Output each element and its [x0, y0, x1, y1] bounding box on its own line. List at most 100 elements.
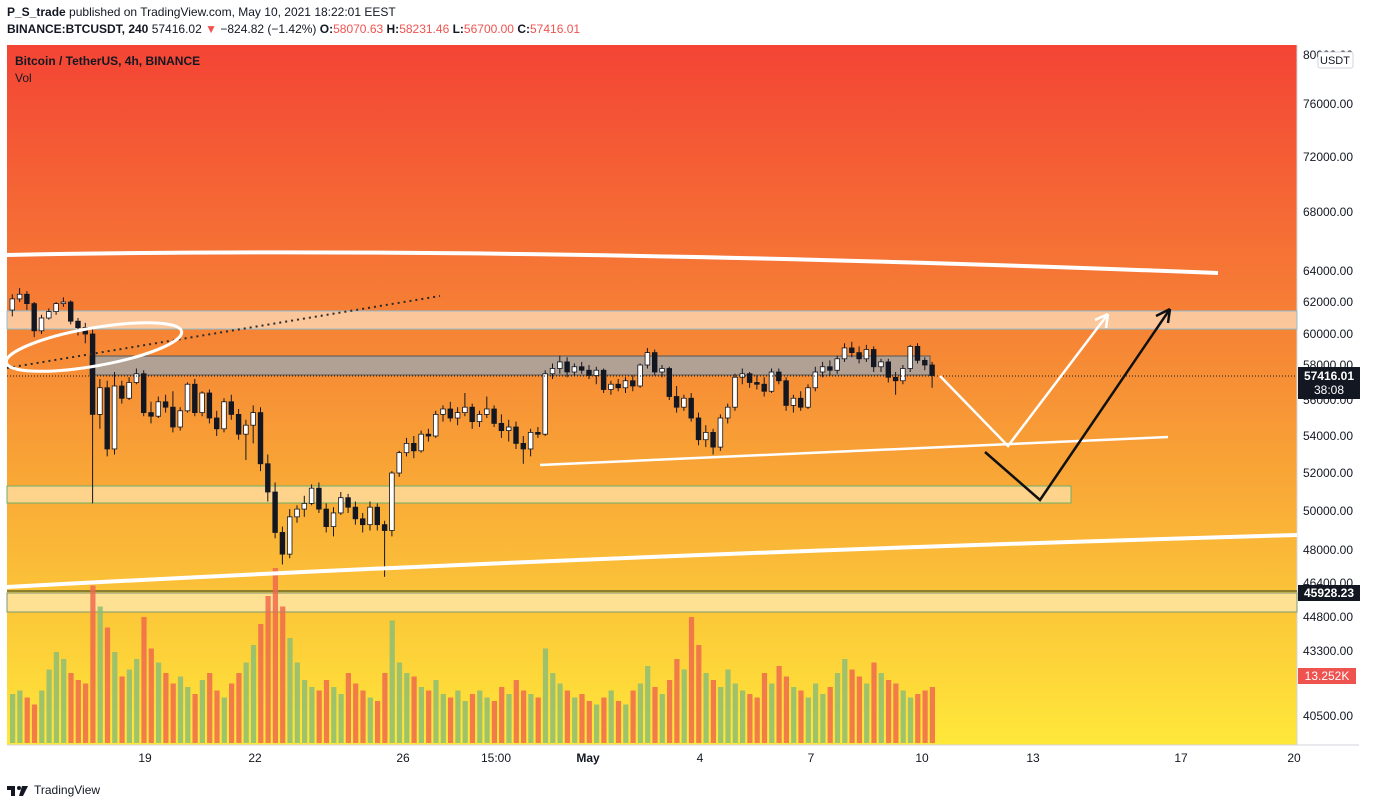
candle-body — [520, 442, 526, 450]
volume-bar — [864, 683, 870, 743]
volume-bar — [389, 620, 395, 743]
candle-body — [24, 293, 30, 305]
time-tick-label: 22 — [248, 751, 262, 765]
chart-background[interactable] — [7, 45, 1297, 745]
high-label: H: — [386, 22, 400, 36]
tradingview-logo[interactable]: TradingView — [6, 783, 100, 797]
candle-body — [411, 442, 417, 452]
candle-body — [192, 383, 198, 414]
candle-body — [542, 373, 548, 435]
price-tick-label: 72000.00 — [1303, 150, 1353, 164]
volume-bar — [382, 673, 388, 743]
volume-bar — [53, 652, 59, 743]
candle-body — [352, 506, 359, 520]
volume-bar — [667, 680, 673, 743]
candle-body — [403, 442, 410, 454]
volume-bar — [163, 673, 169, 743]
upper-trend-arc[interactable] — [6, 250, 1219, 275]
candle-body — [557, 361, 563, 369]
volume-bar — [426, 690, 432, 743]
dotted-trend-line[interactable] — [6, 295, 441, 369]
candle-body — [235, 413, 242, 435]
volume-bar — [31, 704, 38, 743]
candle-body — [345, 497, 351, 508]
candle-body — [863, 349, 870, 360]
currency-badge[interactable] — [1317, 51, 1354, 69]
publisher-name[interactable]: P_S_trade — [7, 5, 66, 19]
volume-bar — [126, 669, 132, 743]
candle-body — [111, 385, 118, 450]
candle-body — [790, 397, 797, 406]
chart-legend-title: Bitcoin / TetherUS, 4h, BINANCE — [15, 54, 200, 68]
volume-bar — [710, 680, 716, 743]
candle-body — [856, 352, 862, 360]
down-arrow-icon: ▼ — [205, 22, 217, 36]
volume-bar — [68, 673, 74, 743]
candle-body — [907, 345, 913, 369]
black-arrow-icon — [1155, 307, 1172, 324]
horizontal-line-tag — [1298, 585, 1360, 601]
price-tick-label: 50000.00 — [1303, 504, 1353, 518]
price-tick-label: 52000.00 — [1303, 466, 1353, 480]
volume-bar — [652, 687, 658, 743]
candle-body — [878, 361, 884, 368]
volume-bar — [177, 676, 184, 743]
candlesticks — [9, 288, 935, 577]
volume-bar — [842, 659, 848, 743]
volume-bar — [557, 683, 563, 743]
white-projection-path[interactable] — [939, 313, 1109, 448]
ascending-support-line[interactable] — [539, 435, 1169, 467]
volume-bar — [645, 666, 651, 743]
volume-bar — [791, 687, 797, 743]
volume-bar — [521, 690, 527, 743]
last-price-tag — [1298, 367, 1360, 399]
candle-body — [673, 396, 680, 408]
volume-bar — [469, 694, 476, 743]
volume-bar — [929, 687, 935, 743]
volume-tag-value: 13.252K — [1305, 669, 1350, 683]
volume-bar — [396, 662, 403, 743]
candle-body — [140, 373, 147, 413]
lower-support-zone[interactable] — [6, 592, 1298, 613]
volume-bar — [280, 606, 286, 743]
candle-body — [754, 382, 760, 385]
last-price-tag-value: 57416.01 — [1304, 369, 1354, 383]
time-tick-label: May — [576, 751, 600, 765]
volume-bar — [316, 690, 322, 743]
resistance-zone[interactable] — [6, 310, 1298, 330]
currency-badge-label: USDT — [1320, 55, 1350, 67]
candle-body — [272, 491, 278, 533]
highlight-ellipse[interactable] — [3, 313, 185, 381]
volume-bar — [24, 697, 30, 743]
candle-body — [768, 371, 775, 392]
last-price: 57416.02 — [151, 22, 202, 36]
volume-bar — [97, 606, 103, 743]
white-arrow-icon — [1094, 312, 1110, 329]
candle-body — [308, 487, 315, 504]
time-tick-label: 13 — [1026, 751, 1040, 765]
black-projection-path[interactable] — [984, 308, 1172, 502]
volume-bar — [323, 680, 330, 743]
volume-bar — [922, 690, 928, 743]
volume-bar — [674, 659, 680, 743]
price-tick-label: 60000.00 — [1303, 327, 1353, 341]
candle-body — [652, 352, 658, 373]
volume-bar — [156, 662, 162, 743]
volume-bar — [798, 690, 804, 743]
volume-bar — [462, 701, 468, 743]
volume-bar — [440, 694, 446, 743]
candle-body — [425, 433, 432, 437]
horizontal-line-tag-value: 45928.23 — [1304, 586, 1354, 600]
time-tick-label: 19 — [138, 751, 152, 765]
lower-trend-line[interactable] — [6, 533, 1298, 589]
volume-bar — [630, 690, 636, 743]
grey-supply-zone[interactable] — [89, 355, 931, 376]
volume-bar — [39, 690, 45, 743]
volume-tag — [1298, 668, 1356, 684]
support-zone[interactable] — [6, 485, 1072, 504]
volume-bar — [907, 697, 914, 743]
volume-bar — [564, 690, 570, 743]
time-tick-label: 15:00 — [481, 751, 511, 765]
candle-body — [46, 311, 52, 319]
